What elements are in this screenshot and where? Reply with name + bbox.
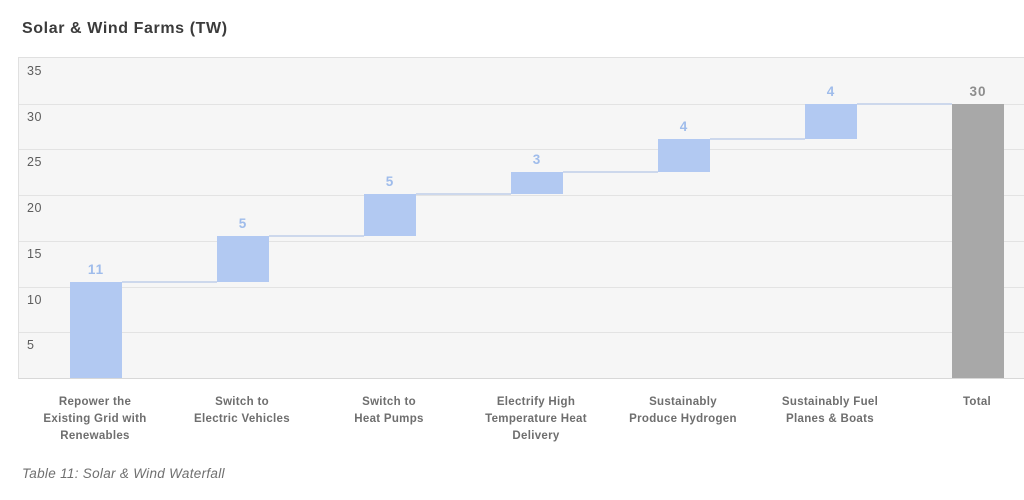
waterfall-step-bar	[658, 139, 710, 173]
x-category-label-line: Produce Hydrogen	[629, 413, 737, 425]
chart-caption: Table 11: Solar & Wind Waterfall	[22, 466, 225, 481]
x-category-label-line: Heat Pumps	[354, 413, 424, 425]
x-category-label-line: Switch to	[362, 396, 416, 408]
waterfall-step-bar	[364, 194, 416, 237]
bar-value-label: 4	[679, 119, 689, 135]
bar-value-label: 30	[969, 83, 987, 99]
y-tick-label: 20	[27, 201, 42, 216]
bar-value-label: 4	[826, 83, 836, 99]
connector-line	[710, 138, 805, 141]
bar-value-label: 5	[385, 174, 395, 190]
y-tick-label: 25	[27, 155, 42, 170]
x-category-label: Electrify High Temperature Heat Delivery	[448, 394, 624, 445]
x-category-label-line: Total	[962, 396, 992, 408]
x-category-label-line: Renewables	[60, 430, 130, 442]
bar-value-label: 5	[238, 216, 248, 232]
connector-line	[416, 193, 511, 196]
connector-line	[122, 281, 217, 283]
gridline	[19, 332, 1024, 334]
x-category-label-line: Repower the	[58, 396, 132, 408]
waterfall-chart-plot-area: 35 30 25 20 15 10 5 11 5 5 3 4 4 30	[18, 57, 1024, 379]
gridline	[19, 149, 1024, 151]
x-category-label-line: Sustainably Fuel	[781, 396, 879, 408]
gridline	[19, 103, 1024, 105]
page-title: Solar & Wind Farms (TW)	[22, 20, 228, 37]
waterfall-step-bar	[217, 236, 269, 282]
connector-line	[269, 235, 364, 238]
x-category-label-line: Electric Vehicles	[194, 413, 290, 425]
y-tick-label: 30	[27, 109, 42, 124]
x-axis-category-labels: Repower the Existing Grid with Renewables S…	[18, 394, 1024, 456]
bar-value-label: 11	[87, 262, 105, 277]
connector-line	[857, 102, 952, 105]
x-category-label: Switch to Electric Vehicles	[154, 394, 330, 428]
y-tick-label: 10	[27, 292, 42, 307]
x-category-label-line: Sustainably	[649, 396, 717, 408]
waterfall-step-bar	[70, 282, 122, 378]
x-category-label: Sustainably Fuel Planes & Boats	[742, 394, 918, 428]
waterfall-step-bar	[511, 172, 563, 195]
x-category-label-line: Electrify High	[496, 396, 576, 408]
y-tick-label: 35	[27, 64, 42, 78]
x-category-label-line: Existing Grid with	[43, 413, 147, 425]
gridline	[19, 286, 1024, 288]
x-category-label: Switch to Heat Pumps	[301, 394, 477, 428]
connector-line	[563, 171, 658, 174]
x-category-label-line: Temperature Heat	[485, 413, 587, 425]
x-category-label-line: Delivery	[512, 430, 560, 442]
waterfall-step-bar	[805, 103, 857, 140]
x-category-label-line: Planes & Boats	[786, 413, 874, 425]
x-category-label-line: Switch to	[215, 396, 269, 408]
x-category-label: Repower the Existing Grid with Renewables	[7, 394, 183, 445]
bar-value-label: 3	[532, 152, 542, 168]
gridline	[19, 195, 1024, 197]
gridline	[19, 240, 1024, 242]
x-category-label: Sustainably Produce Hydrogen	[595, 394, 771, 428]
total-bar	[952, 103, 1004, 378]
x-category-label: Total	[889, 394, 1024, 411]
y-tick-label: 5	[27, 338, 35, 353]
y-tick-label: 15	[27, 246, 42, 261]
